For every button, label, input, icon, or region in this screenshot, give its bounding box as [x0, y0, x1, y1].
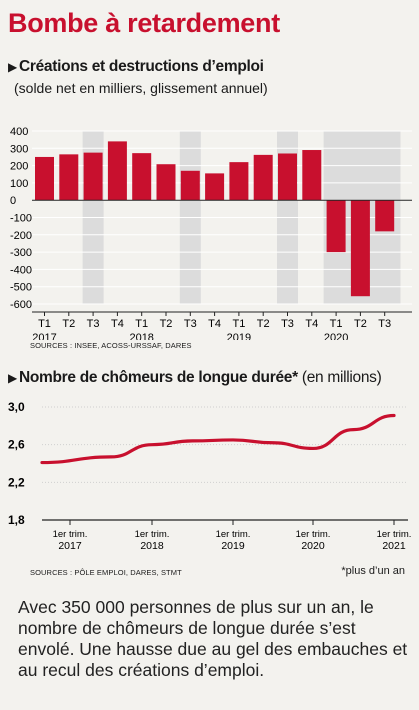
- chart2-footnote: *plus d’un an: [341, 565, 405, 577]
- x-tick-year: 2019: [221, 540, 245, 552]
- bar: [180, 170, 200, 201]
- x-tick-label: T3: [87, 318, 100, 330]
- x-tick-label: 1er trim.: [377, 529, 412, 540]
- bar: [253, 154, 273, 201]
- x-tick-label: T4: [208, 318, 221, 330]
- y-tick-label: -100: [10, 213, 32, 225]
- x-tick-label: T3: [281, 318, 294, 330]
- x-tick-label: T2: [354, 318, 367, 330]
- year-label: 2020: [324, 332, 348, 340]
- year-label: 2019: [227, 332, 251, 340]
- y-tick-label: -600: [10, 299, 32, 311]
- x-tick-label: T4: [111, 318, 124, 330]
- year-label: 2018: [129, 332, 153, 340]
- x-tick-label: 1er trim.: [296, 529, 331, 540]
- bar: [156, 164, 176, 201]
- y-tick-label: 300: [10, 143, 28, 155]
- x-tick-label: T2: [62, 318, 75, 330]
- article-paragraph: Avec 350 000 personnes de plus sur un an…: [18, 597, 408, 680]
- x-tick-year: 2018: [140, 540, 164, 552]
- chart1-source: SOURCES : INSEE, ACOSS-URSSAF, DARES: [30, 341, 192, 350]
- bar: [302, 150, 322, 201]
- y-tick-label: 200: [10, 161, 28, 173]
- bar-chart: 400 300 200 100 0 -100 -200 -300 -400 -500 -600 T1 T…: [10, 126, 412, 340]
- x-tick-label: T1: [38, 318, 51, 330]
- chart1-subheading: (solde net en milliers, glissement annue…: [14, 80, 268, 96]
- bar: [326, 200, 346, 253]
- y-tick-label: 1,8: [8, 513, 25, 527]
- bar: [278, 153, 297, 201]
- x-tick-year: 2017: [58, 540, 82, 552]
- y-tick-label: -400: [10, 264, 32, 276]
- x-tick-label: 1er trim.: [135, 529, 170, 540]
- triangle-icon: ▶: [8, 60, 17, 74]
- year-label: 2017: [32, 332, 56, 340]
- y-tick-label: 3,0: [8, 400, 25, 414]
- x-tick-label: T4: [305, 318, 318, 330]
- bar: [59, 154, 79, 201]
- chart2-source: SOURCES : PÔLE EMPLOI, DARES, STMT: [30, 568, 182, 577]
- bar: [83, 152, 103, 201]
- bar: [107, 141, 127, 201]
- bar: [132, 153, 152, 201]
- x-tick-year: 2021: [382, 540, 406, 552]
- x-tick-label: T2: [160, 318, 173, 330]
- y-tick-label: 0: [10, 195, 16, 207]
- y-tick-label: -300: [10, 247, 32, 259]
- x-tick-label: T1: [330, 318, 343, 330]
- chart2-heading-text: Nombre de chômeurs de longue durée*: [18, 369, 298, 386]
- x-tick-year: 2020: [301, 540, 325, 552]
- series-line: [40, 413, 396, 465]
- y-tick-label: 400: [10, 126, 28, 138]
- y-tick-label: 2,6: [8, 438, 25, 452]
- x-tick-label: T2: [257, 318, 270, 330]
- y-tick-label: -200: [10, 230, 32, 242]
- bar: [375, 200, 395, 232]
- y-tick-label: -500: [10, 282, 32, 294]
- bar: [350, 200, 370, 297]
- x-tick-label: T1: [135, 318, 148, 330]
- y-tick-label: 100: [10, 178, 28, 190]
- page-title: Bombe à retardement: [8, 8, 280, 38]
- x-tick-label: T3: [184, 318, 197, 330]
- x-tick-label: 1er trim.: [53, 529, 88, 540]
- x-tick-label: T1: [232, 318, 245, 330]
- x-tick-label: 1er trim.: [216, 529, 251, 540]
- chart1-heading-text: Créations et destructions d’emploi: [18, 58, 264, 75]
- triangle-icon: ▶: [8, 371, 17, 385]
- chart2-heading-unit: (en millions): [297, 369, 382, 386]
- y-tick-label: 2,2: [8, 475, 25, 489]
- bar: [35, 156, 54, 201]
- bar: [205, 173, 225, 201]
- chart1-heading: ▶ Créations et destructions d’emploi: [8, 58, 264, 76]
- chart2-heading: ▶ Nombre de chômeurs de longue durée* (en…: [8, 369, 382, 387]
- bar: [229, 162, 249, 201]
- x-tick-label: T3: [378, 318, 391, 330]
